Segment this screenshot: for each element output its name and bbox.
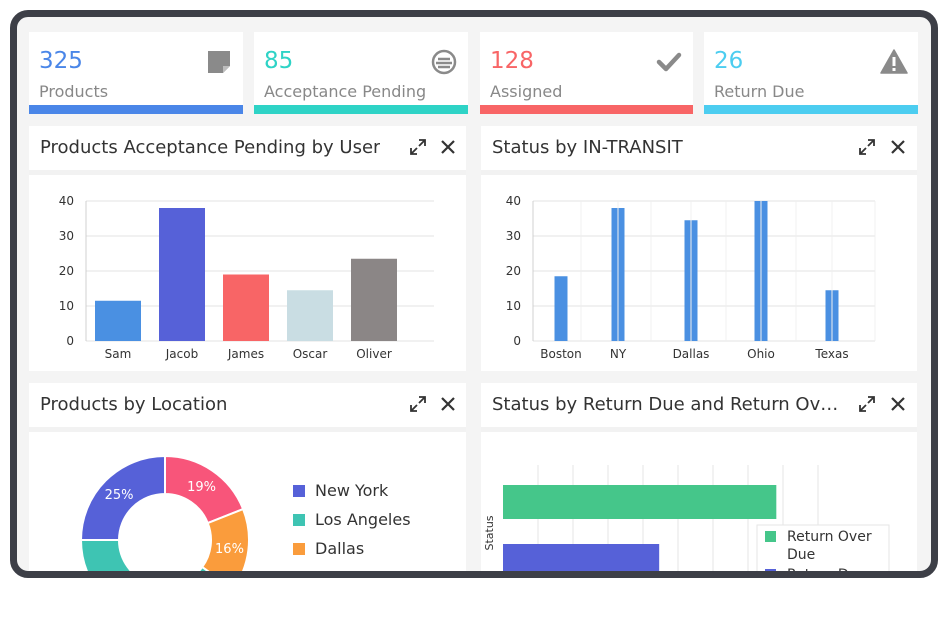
panel-by-location: Products by Location 19% 16% 25% New York L…: [29, 383, 466, 573]
x-tick-label: James: [227, 347, 264, 361]
kpi-label: Return Due: [714, 82, 805, 101]
kpi-label: Assigned: [490, 82, 563, 101]
divider: [29, 170, 466, 175]
kpi-label: Products: [39, 82, 109, 101]
dashboard: 325 Products 85 Acceptance Pending 128 A…: [17, 17, 931, 571]
kpi-value: 26: [714, 48, 744, 74]
slice-label: 16%: [215, 542, 244, 557]
y-tick-label: 20: [506, 264, 521, 278]
bar[interactable]: [351, 258, 397, 341]
close-icon[interactable]: [439, 395, 457, 413]
panel-pending-by-user: Products Acceptance Pending by User 0 10 2…: [29, 126, 466, 371]
expand-icon[interactable]: [409, 395, 427, 413]
legend-swatch: [293, 543, 305, 555]
y-axis-label: Status: [483, 515, 496, 550]
bar-chart-in-transit: 0 10 20 30 40 Boston NY Dallas Ohio Texas: [506, 194, 876, 361]
donut-slice[interactable]: [200, 507, 250, 573]
warning-icon: [880, 49, 908, 74]
y-tick-label: 40: [59, 194, 74, 208]
kpi-card-assigned[interactable]: 128 Assigned: [480, 32, 693, 114]
x-tick-label: Sam: [105, 347, 132, 361]
divider: [29, 427, 466, 432]
y-tick-label: 10: [506, 299, 521, 313]
expand-icon[interactable]: [858, 138, 876, 156]
x-tick-label: Boston: [540, 347, 581, 361]
bar[interactable]: [159, 208, 205, 341]
x-tick-label: Texas: [814, 347, 848, 361]
close-icon[interactable]: [889, 138, 907, 156]
bar[interactable]: [287, 290, 333, 341]
legend-box: [756, 524, 890, 571]
divider: [481, 170, 917, 175]
checkmark-icon: [656, 52, 682, 72]
bar[interactable]: [503, 485, 777, 519]
x-tick-label: Oscar: [293, 347, 328, 361]
bar-chart-pending-by-user: 0 10 20 30 40 Sam Jacob James Oscar Oliver: [59, 194, 434, 361]
close-icon[interactable]: [439, 138, 457, 156]
panel-return-due: Status by Return Due and Return Over.. S…: [481, 383, 917, 573]
legend-item[interactable]: Dallas: [293, 539, 364, 558]
x-tick-label: Jacob: [165, 347, 198, 361]
donut-slice[interactable]: [79, 539, 233, 573]
legend-label: Return Over Due: [787, 529, 872, 563]
bar[interactable]: [503, 544, 660, 573]
slice-label: 25%: [105, 488, 134, 503]
kpi-label: Acceptance Pending: [264, 82, 427, 101]
legend-label: Los Angeles: [315, 510, 411, 529]
legend-item[interactable]: Houston: [293, 568, 382, 573]
horizontal-bar-chart-return-due: Status Return Over Due Return Due: [483, 465, 890, 573]
close-icon[interactable]: [889, 395, 907, 413]
device-frame: 325 Products 85 Acceptance Pending 128 A…: [10, 10, 938, 578]
divider: [481, 427, 917, 432]
panel-in-transit: Status by IN-TRANSIT 0 10 20 30 40 Boston NY Da…: [481, 126, 917, 371]
bar[interactable]: [95, 300, 141, 341]
sticky-note-icon: [208, 51, 230, 73]
kpi-value: 128: [490, 48, 534, 74]
legend-item[interactable]: Los Angeles: [293, 510, 411, 529]
expand-icon[interactable]: [409, 138, 427, 156]
y-tick-label: 20: [59, 264, 74, 278]
panel-title: Status by IN-TRANSIT: [492, 137, 683, 158]
kpi-bar: [254, 105, 468, 114]
kpi-bar: [29, 105, 243, 114]
y-tick-label: 30: [59, 229, 74, 243]
legend-swatch: [765, 531, 776, 542]
y-tick-label: 0: [513, 334, 521, 348]
bar[interactable]: [223, 274, 269, 342]
legend-label: Dallas: [315, 539, 365, 558]
legend-swatch: [293, 485, 305, 497]
legend-swatch: [293, 572, 305, 573]
y-tick-label: 40: [506, 194, 521, 208]
legend-swatch: [765, 569, 776, 571]
y-tick-label: 30: [506, 229, 521, 243]
kpi-bar: [480, 105, 693, 114]
kpi-value: 85: [264, 48, 294, 74]
y-tick-label: 0: [66, 334, 74, 348]
kpi-card-products[interactable]: 325 Products: [29, 32, 243, 114]
y-tick-label: 10: [59, 299, 74, 313]
slice-label: 19%: [187, 480, 216, 495]
panel-title: Products Acceptance Pending by User: [40, 137, 381, 158]
expand-icon[interactable]: [858, 395, 876, 413]
legend-swatch: [293, 514, 305, 526]
kpi-card-return-due[interactable]: 26 Return Due: [704, 32, 918, 114]
donut-slice[interactable]: [79, 454, 166, 541]
x-tick-label: Dallas: [673, 347, 710, 361]
x-tick-label: Ohio: [747, 347, 775, 361]
kpi-card-acceptance-pending[interactable]: 85 Acceptance Pending: [254, 32, 468, 114]
legend-label: Return Due: [787, 567, 866, 573]
x-tick-label: NY: [610, 347, 627, 361]
legend-label: Houston: [315, 568, 382, 571]
bar[interactable]: [554, 276, 568, 341]
legend-label: New York: [315, 481, 389, 500]
donut-chart-by-location: 19% 16% 25%: [79, 454, 250, 573]
legend-item[interactable]: New York: [293, 481, 388, 500]
kpi-bar: [704, 105, 918, 114]
no-entry-list-icon: [431, 49, 457, 75]
kpi-value: 325: [39, 48, 83, 74]
x-tick-label: Oliver: [356, 347, 392, 361]
